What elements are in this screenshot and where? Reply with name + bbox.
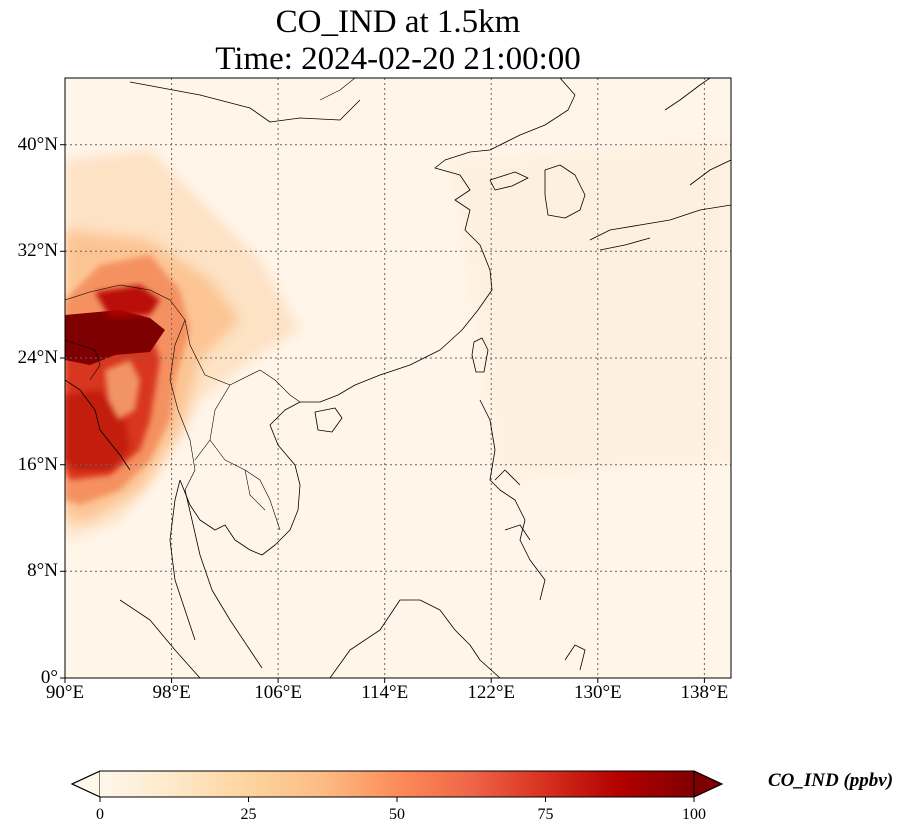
lat-tick-label: 40°N xyxy=(17,133,58,155)
concentration-field xyxy=(65,78,731,678)
lon-tick-label: 130°E xyxy=(573,682,622,703)
colorbar-label: CO_IND (ppbv) xyxy=(768,770,894,791)
colorbar-tick-label: 100 xyxy=(682,806,706,823)
axis-ticks xyxy=(60,144,705,683)
colorbar-tick-marks xyxy=(99,797,695,802)
colorbar-tick-label: 50 xyxy=(389,806,405,823)
lon-tick-label: 122°E xyxy=(467,682,516,703)
colorbar-tick-label: 25 xyxy=(240,806,257,823)
map-frame xyxy=(64,77,732,679)
colorbar-max-extend xyxy=(693,770,724,798)
colorbar xyxy=(70,770,724,802)
lon-tick-label: 114°E xyxy=(361,682,409,703)
lat-tick-label: 24°N xyxy=(17,347,58,368)
gridlines xyxy=(65,78,731,678)
country-borders xyxy=(65,78,356,531)
colorbar-tick-label: 75 xyxy=(537,806,554,823)
lon-tick-label: 98°E xyxy=(152,682,191,703)
colorbar-min-extend xyxy=(70,770,101,798)
colorbar-gradient xyxy=(100,771,694,797)
lat-tick-label: 16°N xyxy=(17,453,58,475)
lat-tick-label: 0° xyxy=(40,667,58,688)
coastlines xyxy=(65,78,731,678)
colorbar-tick-label: 0 xyxy=(96,806,104,823)
map-title: CO_IND at 1.5km xyxy=(275,4,521,40)
lat-tick-label: 8°N xyxy=(27,560,58,582)
lon-tick-label: 138°E xyxy=(680,682,729,703)
lat-tick-label: 32°N xyxy=(17,240,58,262)
lon-tick-label: 90°E xyxy=(45,682,85,703)
lon-tick-label: 106°E xyxy=(254,682,302,703)
map-subtitle-time: Time: 2024-02-20 21:00:00 xyxy=(215,41,581,77)
